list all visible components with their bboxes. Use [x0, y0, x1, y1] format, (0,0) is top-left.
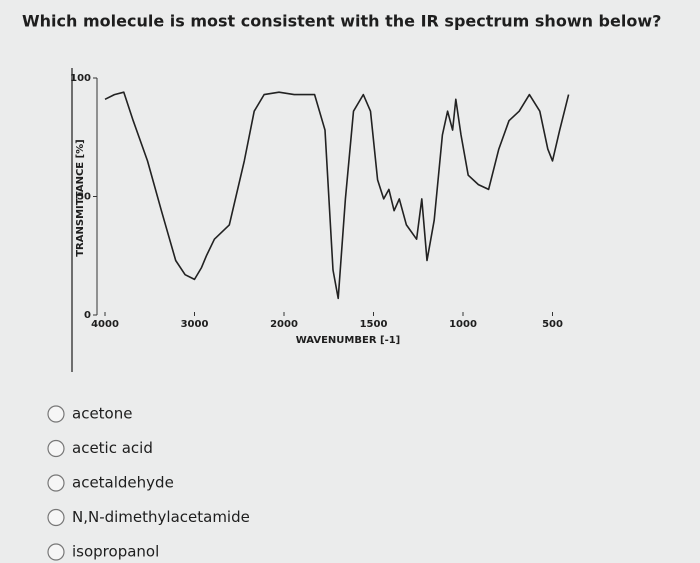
radio-button[interactable]: [47, 543, 65, 561]
option-label[interactable]: N,N-dimethylacetamide: [72, 508, 250, 526]
option-label[interactable]: acetaldehyde: [72, 474, 174, 492]
x-tick-label: 1000: [449, 319, 477, 330]
x-tick-label: 4000: [91, 319, 119, 330]
y-tick-label: 0: [84, 310, 91, 321]
spectrum-line: [104, 91, 570, 300]
radio-button[interactable]: [47, 439, 65, 458]
y-tick-label: 50: [77, 192, 91, 203]
x-tick-label: 1500: [360, 319, 388, 330]
radio-button[interactable]: [47, 508, 65, 527]
y-tick-label: 100: [70, 73, 91, 84]
x-tick-label: 2000: [270, 319, 298, 330]
y-axis-label: TRANSMITTANCE [%]: [75, 139, 86, 257]
x-axis-label: WAVENUMBER [-1]: [296, 335, 401, 346]
question: Which molecule is most consistent with t…: [22, 12, 661, 31]
option-label[interactable]: isopropanol: [72, 543, 159, 561]
radio-button[interactable]: [47, 405, 65, 423]
option-label[interactable]: acetone: [72, 405, 132, 423]
x-tick-label: 3000: [181, 319, 209, 330]
option-label[interactable]: acetic acid: [72, 439, 153, 457]
x-tick-label: 500: [542, 319, 563, 330]
radio-button[interactable]: [47, 474, 65, 492]
